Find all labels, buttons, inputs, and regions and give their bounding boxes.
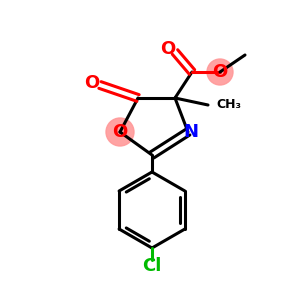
Text: N: N	[184, 123, 199, 141]
Text: Cl: Cl	[142, 257, 162, 275]
Circle shape	[106, 118, 134, 146]
Text: CH₃: CH₃	[216, 98, 241, 112]
Text: O: O	[212, 63, 228, 81]
Text: O: O	[112, 123, 128, 141]
Text: O: O	[160, 40, 175, 58]
Circle shape	[207, 59, 233, 85]
Text: O: O	[84, 74, 100, 92]
